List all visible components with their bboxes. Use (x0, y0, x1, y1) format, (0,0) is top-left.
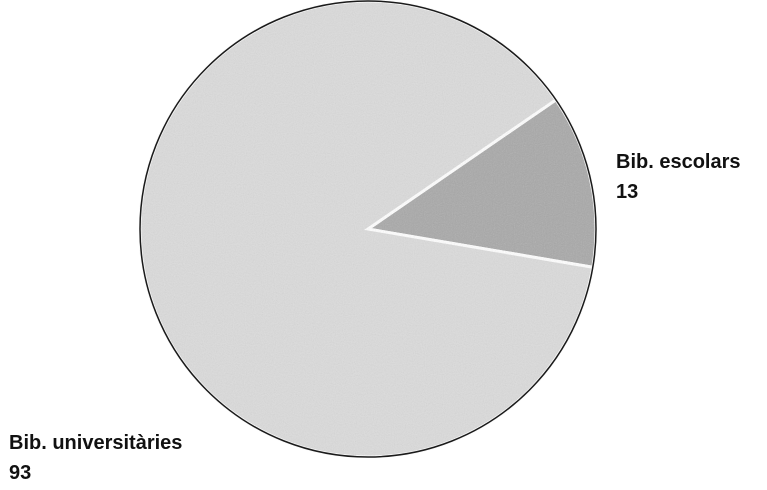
slice-value-bib-escolars: 13 (616, 181, 638, 203)
pie-outline (139, 0, 597, 458)
slice-label-bib-escolars: Bib. escolars (616, 151, 741, 173)
pie-labels: Bib. escolars 13 Bib. universitàries 93 (9, 151, 741, 484)
pie-slices (138, 0, 598, 459)
slice-value-bib-universitaries: 93 (9, 462, 31, 484)
slice-label-bib-universitaries: Bib. universitàries (9, 432, 182, 454)
